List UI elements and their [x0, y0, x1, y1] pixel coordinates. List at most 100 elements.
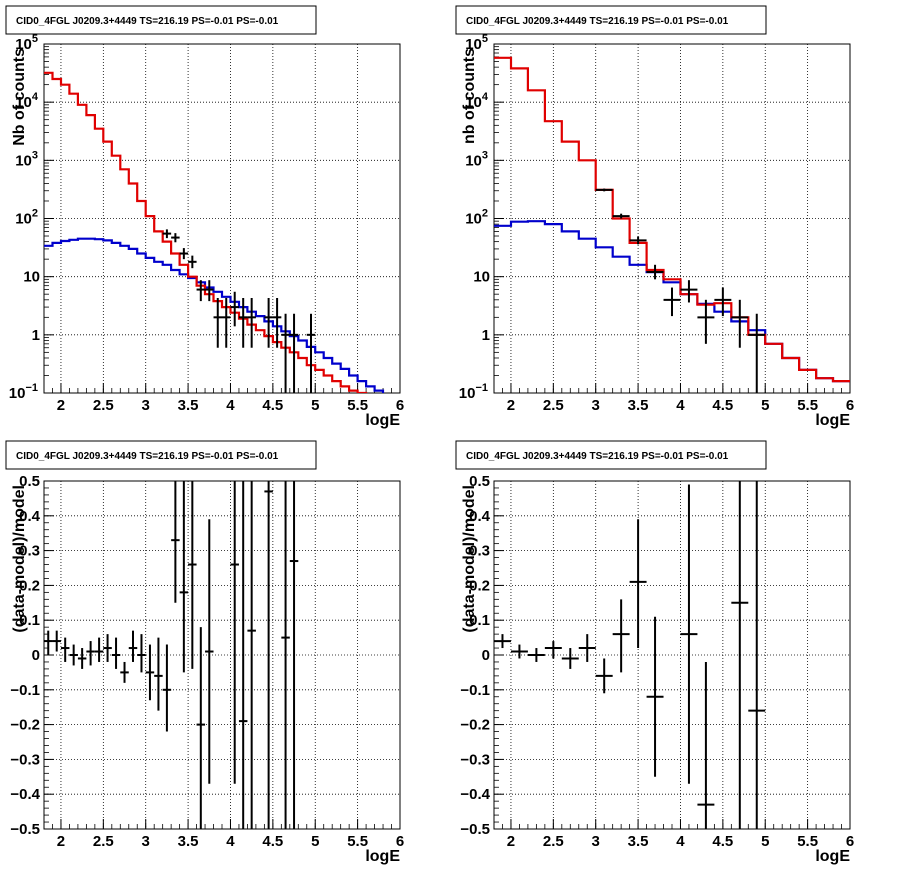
y-axis-label: nb of counts: [461, 48, 478, 144]
x-axis-label: logE: [365, 412, 400, 429]
data-point: [697, 661, 715, 829]
data-point: [544, 641, 562, 659]
x-tick-label: 4: [226, 397, 235, 414]
y-tick-label: 0.3: [19, 543, 40, 560]
data-point: [264, 481, 273, 829]
data-point: [612, 213, 630, 219]
y-tick-label: 1: [482, 327, 490, 344]
data-point: [629, 519, 647, 649]
x-tick-label: 3.5: [628, 397, 649, 414]
x-tick-label: 5: [311, 397, 319, 414]
data-point: [527, 648, 545, 662]
x-tick-label: 3: [142, 397, 150, 414]
plot-area: [494, 481, 766, 829]
y-tick-label: 10−1: [9, 382, 38, 402]
data-point: [697, 299, 715, 344]
y-tick-label: 0.3: [469, 543, 490, 560]
chart-title: CID0_4FGL J0209.3+4449 TS=216.19 PS=-0.0…: [16, 451, 279, 462]
data-point: [196, 627, 206, 829]
data-point: [731, 481, 749, 829]
data-point: [714, 287, 732, 317]
data-point: [247, 481, 256, 829]
x-tick-label: 5.5: [797, 833, 818, 850]
y-tick-label: 10: [473, 269, 490, 286]
title-box: [455, 5, 767, 35]
data-point: [289, 313, 299, 393]
data-point: [595, 188, 613, 192]
title-box: [5, 5, 317, 35]
data-point: [680, 484, 698, 784]
y-tick-label: −0.4: [10, 786, 40, 803]
y-tick-label: −0.5: [10, 821, 40, 838]
data-point: [52, 630, 61, 652]
grid-lines: [44, 44, 400, 393]
x-tick-label: 3: [592, 833, 600, 850]
data-point: [196, 280, 206, 302]
x-tick-label: 2: [57, 397, 65, 414]
data-point: [230, 481, 239, 784]
plot-area: [44, 71, 385, 393]
data-point: [646, 264, 664, 280]
x-tick-label: 2.5: [93, 397, 114, 414]
data-point: [646, 616, 664, 777]
title-box: [5, 440, 317, 470]
x-tick-label: 4: [676, 397, 685, 414]
chart-title: CID0_4FGL J0209.3+4449 TS=216.19 PS=-0.0…: [16, 16, 279, 27]
data-point: [179, 248, 189, 260]
data-point: [205, 280, 214, 302]
data-point: [578, 634, 596, 662]
x-tick-label: 2: [57, 833, 65, 850]
y-tick-label: −0.2: [460, 717, 490, 734]
y-tick-label: 10−1: [459, 382, 488, 402]
data-point: [731, 299, 749, 348]
data-point: [188, 481, 197, 669]
data-point: [171, 233, 180, 243]
title-box: [455, 440, 767, 470]
x-tick-label: 4.5: [712, 833, 733, 850]
y-tick-label: 0.5: [19, 473, 40, 490]
y-tick-label: 1: [32, 327, 40, 344]
data-point: [60, 637, 70, 662]
y-tick-label: 0.5: [469, 473, 490, 490]
y-tick-label: −0.3: [460, 751, 490, 768]
y-tick-label: 0: [482, 647, 490, 664]
data-point: [281, 481, 290, 829]
data-point: [264, 297, 273, 348]
y-axis-label: (data-model)/model: [461, 485, 478, 633]
y-tick-label: 0.4: [469, 508, 491, 525]
y-tick-label: −0.1: [10, 682, 40, 699]
x-tick-label: 6: [396, 397, 404, 414]
data-point: [247, 297, 256, 348]
x-tick-label: 5.5: [347, 397, 368, 414]
data-point: [510, 644, 528, 659]
panel-3: 2 2.5 3 3.5 4 4.5 5 5.5 6 0.5 0.4 0.3 0.2 0.1 0 −0.1 −0.…: [5, 440, 404, 865]
x-tick-label: 2.5: [93, 833, 114, 850]
data-point: [171, 481, 180, 603]
x-axis-label: logE: [365, 848, 400, 865]
data-point: [748, 313, 766, 393]
x-axis-label: logE: [815, 848, 850, 865]
x-tick-label: 3.5: [178, 397, 199, 414]
x-tick-label: 6: [846, 833, 854, 850]
y-tick-label: 0.1: [469, 612, 490, 629]
data-point: [213, 297, 222, 348]
plot-area: [44, 481, 299, 829]
y-tick-label: −0.1: [460, 682, 490, 699]
x-tick-label: 5: [761, 833, 769, 850]
panel-4: 2 2.5 3 3.5 4 4.5 5 5.5 6 0.5 0.4 0.3 0.2 0.1 0 −0.1 −0.…: [455, 440, 854, 865]
chart-title: CID0_4FGL J0209.3+4449 TS=216.19 PS=-0.0…: [466, 451, 729, 462]
x-tick-label: 2.5: [543, 833, 564, 850]
x-tick-label: 5.5: [347, 833, 368, 850]
data-point: [145, 644, 155, 701]
y-tick-label: 103: [15, 149, 38, 169]
data-point: [205, 519, 214, 784]
data-point: [154, 637, 163, 711]
y-tick-label: 0.2: [469, 577, 490, 594]
x-tick-label: 2: [507, 833, 515, 850]
panel-1: 2 2.5 3 3.5 4 4.5 5 5.5 610510410310210110−1CID0…: [5, 5, 404, 429]
data-point: [103, 634, 112, 662]
x-tick-label: 6: [396, 833, 404, 850]
y-tick-label: −0.2: [10, 717, 40, 734]
x-tick-label: 2: [507, 397, 515, 414]
